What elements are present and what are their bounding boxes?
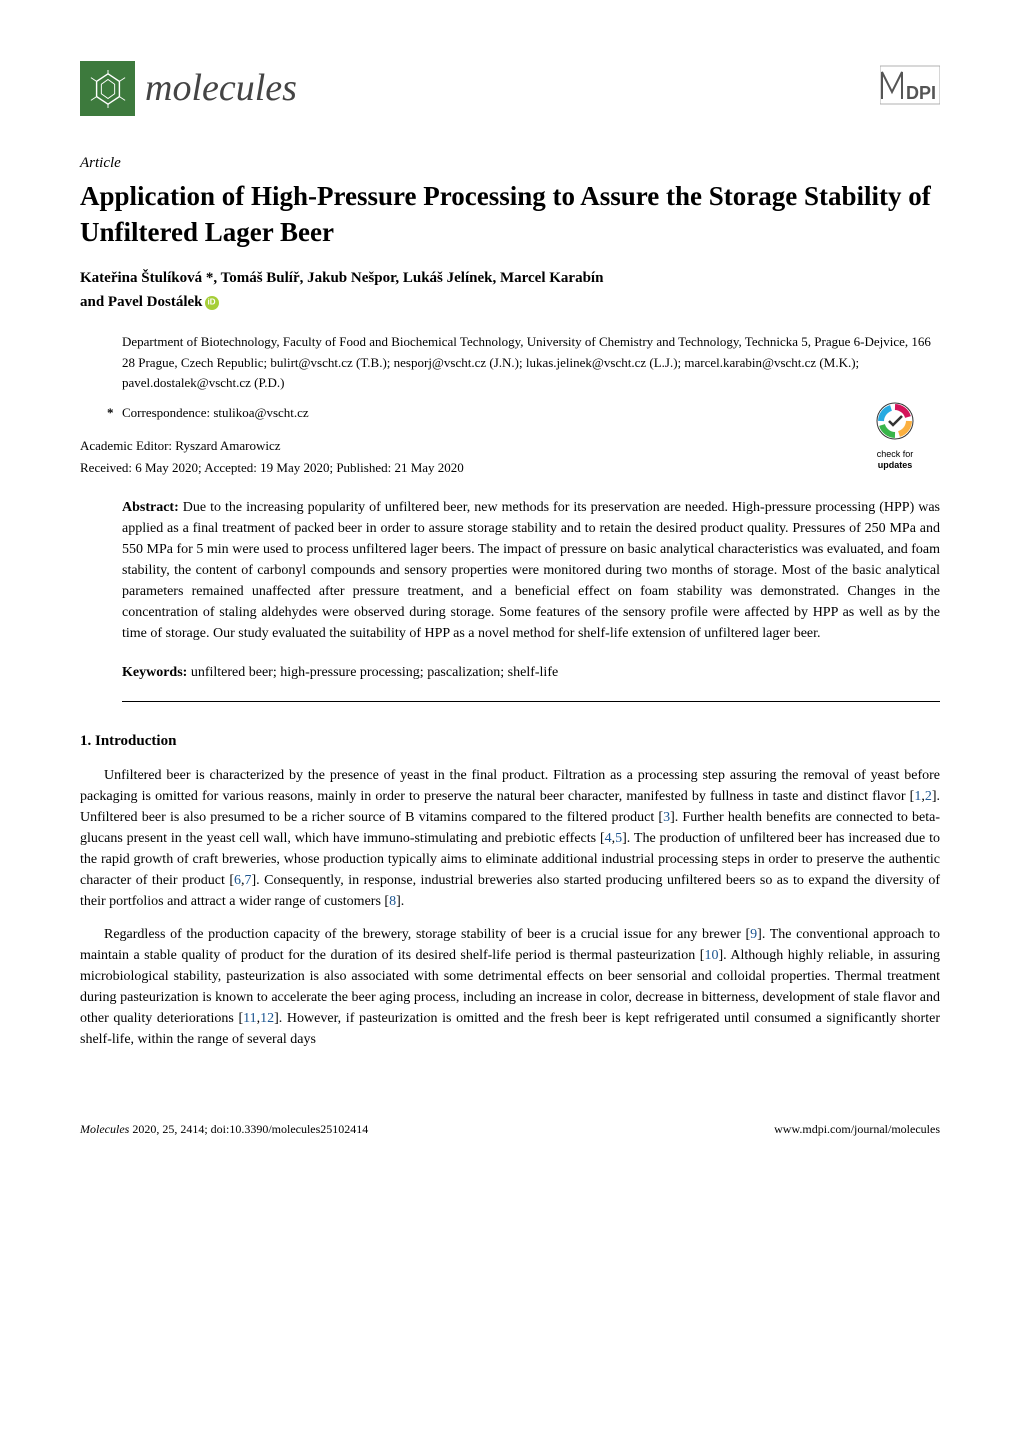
orcid-icon[interactable] <box>205 296 219 310</box>
footer-url: www.mdpi.com/journal/molecules <box>774 1120 940 1138</box>
correspondence-marker: * <box>107 403 114 423</box>
article-type: Article <box>80 152 940 175</box>
keywords: Keywords: unfiltered beer; high-pressure… <box>122 662 940 683</box>
journal-logo-mark <box>80 61 135 116</box>
correspondence: * Correspondence: stulikoa@vscht.cz <box>122 403 940 423</box>
abstract-text: Due to the increasing popularity of unfi… <box>122 500 940 641</box>
ref-link-11[interactable]: 11 <box>243 1011 256 1026</box>
journal-name: molecules <box>145 60 297 117</box>
article-title: Application of High-Pressure Processing … <box>80 178 940 251</box>
ref-link-6[interactable]: 6 <box>234 873 241 888</box>
abstract: Abstract: Due to the increasing populari… <box>122 497 940 644</box>
authors-line-1: Kateřina Štulíková *, Tomáš Bulíř, Jakub… <box>80 270 603 286</box>
authors-block: Kateřina Štulíková *, Tomáš Bulíř, Jakub… <box>80 266 940 314</box>
publisher-logo: DPI <box>880 64 940 114</box>
check-updates-label: check for updates <box>850 449 940 471</box>
affiliation: Department of Biotechnology, Faculty of … <box>122 332 940 392</box>
ref-link-2[interactable]: 2 <box>925 789 932 804</box>
keywords-label: Keywords: <box>122 665 187 680</box>
page-footer: Molecules 2020, 25, 2414; doi:10.3390/mo… <box>80 1110 940 1138</box>
svg-text:DPI: DPI <box>906 83 936 103</box>
footer-journal-name: Molecules <box>80 1122 129 1136</box>
body-paragraph-1: Unfiltered beer is characterized by the … <box>80 765 940 912</box>
ref-link-12[interactable]: 12 <box>260 1011 274 1026</box>
footer-citation: Molecules 2020, 25, 2414; doi:10.3390/mo… <box>80 1120 368 1138</box>
introduction-heading: 1. Introduction <box>80 730 940 753</box>
section-divider <box>122 701 940 702</box>
body-paragraph-2: Regardless of the production capacity of… <box>80 924 940 1050</box>
authors-line-2: and Pavel Dostálek <box>80 294 203 310</box>
ref-link-4[interactable]: 4 <box>605 831 612 846</box>
ref-link-1[interactable]: 1 <box>914 789 921 804</box>
correspondence-text: Correspondence: stulikoa@vscht.cz <box>122 405 309 420</box>
journal-logo: molecules <box>80 60 297 117</box>
mdpi-logo-icon: DPI <box>880 64 940 106</box>
publication-dates: Received: 6 May 2020; Accepted: 19 May 2… <box>80 458 940 478</box>
academic-editor: Academic Editor: Ryszard Amarowicz <box>80 436 940 456</box>
ref-link-8[interactable]: 8 <box>389 894 396 909</box>
footer-citation-details: 2020, 25, 2414; doi:10.3390/molecules251… <box>129 1122 368 1136</box>
page-header: molecules DPI <box>80 60 940 117</box>
keywords-text: unfiltered beer; high-pressure processin… <box>191 665 558 680</box>
ref-link-10[interactable]: 10 <box>704 948 718 963</box>
molecules-hexagon-icon <box>89 70 127 108</box>
abstract-label: Abstract: <box>122 500 179 515</box>
